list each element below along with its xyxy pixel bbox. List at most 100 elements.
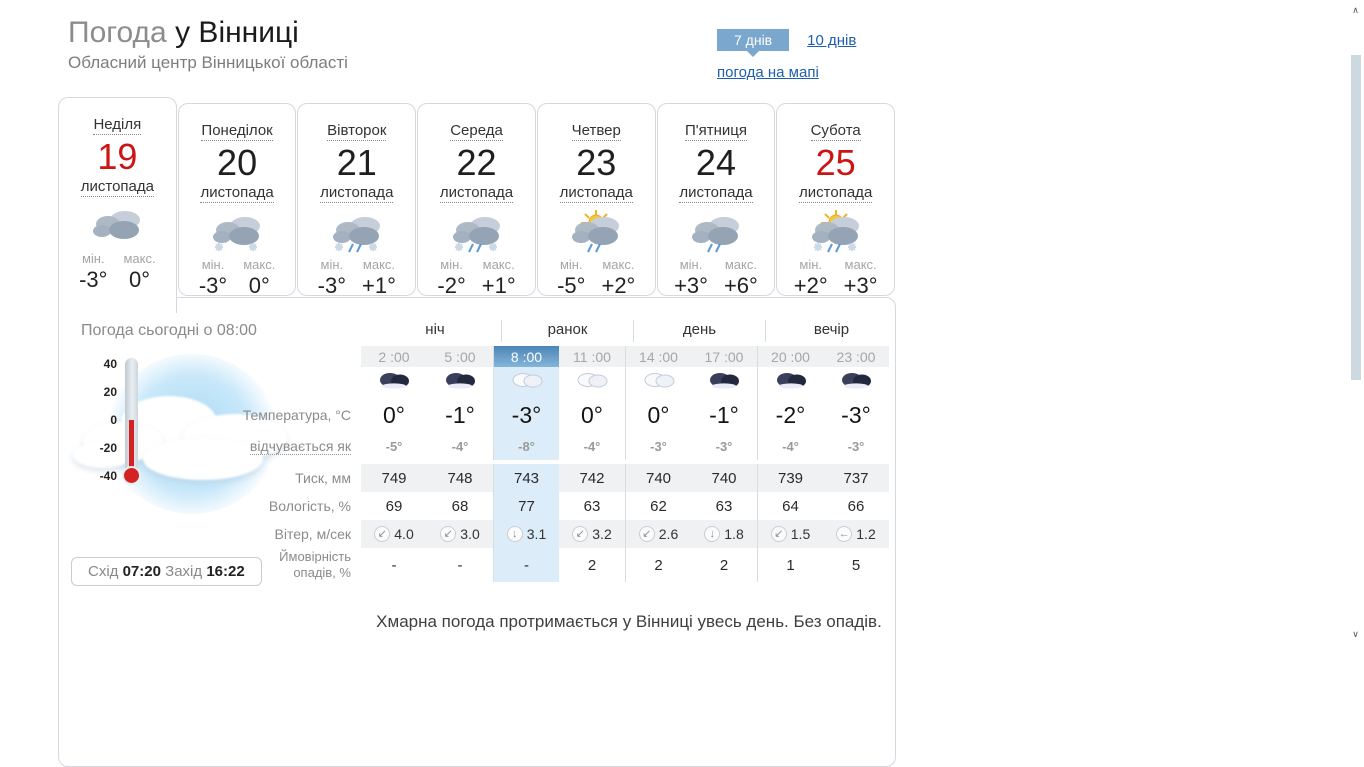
pressure-row: Тиск, мм 749 748 743 742 740 740 739 737 bbox=[67, 464, 897, 492]
day-month[interactable]: листопада bbox=[679, 184, 753, 203]
min-label: мін. bbox=[559, 257, 583, 272]
max-temp: +2° bbox=[601, 273, 636, 298]
time-row-cell[interactable]: 23 :00 bbox=[836, 348, 876, 365]
pressure-row-cell: 740 bbox=[711, 469, 737, 487]
precip-row-cell: - bbox=[493, 548, 559, 582]
humidity-row-cell: 77 bbox=[493, 492, 559, 520]
day-tab-3[interactable]: Вівторок 21 листопада мін. -3° макс. +1° bbox=[297, 103, 417, 298]
day-date: 19 bbox=[97, 136, 138, 177]
cloud-day-icon bbox=[575, 370, 609, 395]
day-date: 23 bbox=[576, 142, 617, 183]
day-name[interactable]: Четвер bbox=[571, 122, 621, 141]
humidity-row-cell: 63 bbox=[583, 497, 601, 515]
time-row-cell[interactable]: 5 :00 bbox=[444, 348, 476, 365]
day-minmax: мін. -5° макс. +2° bbox=[538, 257, 655, 299]
pressure-row-cell: 748 bbox=[447, 469, 473, 487]
day-name[interactable]: Субота bbox=[810, 122, 861, 141]
max-temp: +3° bbox=[843, 273, 878, 298]
temp-row-cell: 0° bbox=[383, 401, 405, 428]
time-row-cell[interactable]: 8 :00 bbox=[493, 346, 559, 367]
precip-row-cell: - bbox=[457, 556, 463, 574]
day-name[interactable]: Понеділок bbox=[201, 122, 273, 141]
feels-row-label[interactable]: відчувається як bbox=[249, 438, 351, 455]
thermometer-scale-label: 20 bbox=[103, 385, 117, 399]
feels-row: відчувається як -5° -4° -8° -4° -3° -3° -4° -3° bbox=[67, 433, 897, 460]
day-month[interactable]: листопада bbox=[799, 184, 873, 203]
wind-direction-icon: ↙ bbox=[770, 526, 787, 542]
sun-rain-icon bbox=[538, 209, 655, 257]
sun-sleet-icon bbox=[777, 209, 894, 257]
day-tab-2[interactable]: Понеділок 20 листопада мін. -3° макс. 0° bbox=[177, 103, 297, 298]
day-date: 20 bbox=[217, 142, 258, 183]
thermometer-tube bbox=[125, 358, 138, 480]
day-month[interactable]: листопада bbox=[200, 184, 274, 203]
feels-row-cell: -3° bbox=[715, 439, 733, 454]
max-label: макс. bbox=[243, 257, 276, 272]
day-month[interactable]: листопада bbox=[439, 184, 514, 203]
scroll-up-icon[interactable]: ∧ bbox=[1352, 5, 1359, 15]
sunrise-time: 07:20 bbox=[122, 563, 161, 580]
page-header: Погода у Вінниці Обласний центр Вінницьк… bbox=[68, 16, 348, 73]
scroll-down-icon[interactable]: ∨ bbox=[1352, 629, 1359, 639]
sunset-time: 16:22 bbox=[206, 563, 245, 580]
scrollbar-thumb[interactable] bbox=[1351, 55, 1361, 380]
wind-direction-icon: ↙ bbox=[572, 526, 589, 542]
time-row-cell[interactable]: 17 :00 bbox=[704, 348, 744, 365]
day-tab-7[interactable]: Субота 25 листопада мін. +2° макс. +3° bbox=[776, 103, 896, 298]
feels-row-cell: -8° bbox=[493, 433, 559, 460]
thermometer-bulb bbox=[122, 466, 141, 485]
day-tab-4[interactable]: Середа 22 листопада мін. -2° макс. +1° bbox=[417, 103, 536, 298]
max-temp: +1° bbox=[481, 273, 516, 298]
forecast-range-nav: 7 днів 10 днів погода на мапі bbox=[717, 29, 856, 82]
wind-direction-icon: ↓ bbox=[704, 526, 721, 542]
temp-row-cell: 0° bbox=[625, 397, 691, 433]
precip-row-cell: 1 bbox=[757, 548, 823, 582]
day-name[interactable]: Неділя bbox=[93, 116, 142, 135]
time-row-cell[interactable]: 2 :00 bbox=[378, 348, 410, 365]
feels-row-cell: -4° bbox=[451, 439, 469, 454]
cloud-day-icon bbox=[642, 370, 676, 395]
page-title-city: у Вінниці bbox=[175, 16, 299, 49]
day-name[interactable]: П'ятниця bbox=[684, 122, 747, 141]
icon-row-cell bbox=[493, 367, 559, 397]
icon-row-cell bbox=[625, 367, 691, 397]
scrollbar[interactable]: ∧ ∨ bbox=[1347, 0, 1364, 644]
time-row-label bbox=[67, 346, 361, 367]
icon-row-cell bbox=[427, 367, 493, 397]
cloudy-snow-icon bbox=[179, 209, 296, 257]
tab-7-days[interactable]: 7 днів bbox=[717, 29, 790, 57]
wind-direction-icon: ← bbox=[836, 526, 853, 542]
day-month[interactable]: листопада bbox=[80, 178, 154, 197]
cloud-night-icon bbox=[774, 370, 808, 395]
humidity-row: Вологість, % 69 68 77 63 62 63 64 66 bbox=[67, 492, 897, 520]
day-date: 21 bbox=[336, 142, 377, 183]
min-temp: -5° bbox=[557, 273, 586, 298]
min-label: мін. bbox=[679, 257, 703, 272]
period-label: ніч bbox=[425, 321, 445, 338]
link-10-days[interactable]: 10 днів bbox=[807, 31, 857, 49]
icon-row-cell bbox=[757, 367, 823, 397]
day-tab-5[interactable]: Четвер 23 листопада мін. -5° макс. +2° bbox=[536, 103, 656, 299]
wind-direction-icon: ↓ bbox=[506, 526, 523, 542]
period-label: вечір bbox=[765, 320, 897, 342]
time-row-cell[interactable]: 11 :00 bbox=[573, 348, 611, 365]
wind-direction-icon: ↙ bbox=[440, 526, 457, 542]
time-row-cell[interactable]: 14 :00 bbox=[625, 346, 691, 367]
pressure-row-cell: 737 bbox=[843, 469, 869, 487]
day-month[interactable]: листопада bbox=[559, 184, 633, 203]
day-name[interactable]: Вівторок bbox=[327, 122, 387, 141]
sleet-icon bbox=[298, 209, 415, 257]
page-title: Погода у Вінниці bbox=[68, 16, 348, 50]
day-name[interactable]: Середа bbox=[450, 122, 503, 141]
min-label: мін. bbox=[440, 257, 463, 272]
day-month[interactable]: листопада bbox=[320, 184, 394, 203]
icon-row-cell bbox=[559, 367, 625, 397]
thermometer-scale-label: 40 bbox=[103, 357, 117, 371]
day-summary: Хмарна погода протримається у Вінниці ув… bbox=[376, 612, 882, 631]
sunset-label: Захід bbox=[165, 563, 203, 580]
day-tab-1[interactable]: Неділя 19 листопада мін. -3° макс. 0° bbox=[58, 97, 177, 313]
time-row-cell[interactable]: 20 :00 bbox=[757, 346, 823, 367]
link-weather-map[interactable]: погода на мапі bbox=[717, 64, 819, 81]
wind-row-cell: ↙ 1.5 bbox=[757, 520, 823, 548]
day-tab-6[interactable]: П'ятниця 24 листопада мін. +3° макс. +6° bbox=[656, 103, 776, 298]
